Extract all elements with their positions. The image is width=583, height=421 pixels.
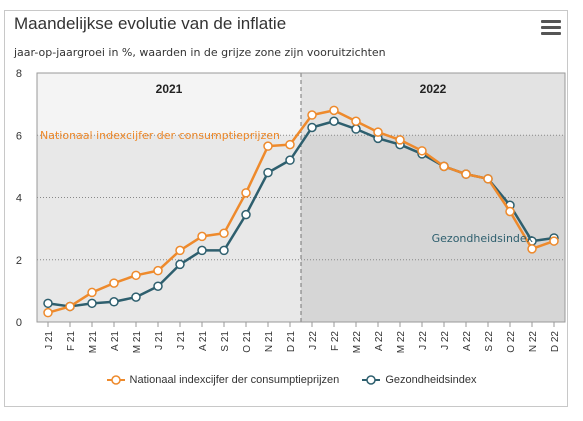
menu-bar [541, 32, 561, 35]
x-tick-label: S 22 [484, 331, 495, 352]
data-point-series-1 [43, 307, 53, 318]
data-point-series-1 [483, 174, 493, 184]
plot-border [36, 72, 566, 323]
x-tick-label: A 22 [374, 331, 385, 351]
data-point-series-1 [109, 278, 119, 288]
data-point-series-2 [307, 122, 317, 133]
data-point-series-2 [219, 245, 229, 256]
data-point-series-1 [263, 141, 273, 151]
period-label: 2022 [420, 82, 447, 96]
data-point-series-2 [351, 124, 361, 134]
x-tick-label: O 22 [506, 331, 517, 353]
x-tick-label: J 22 [308, 331, 319, 350]
data-point-series-1 [439, 161, 449, 172]
x-tick-label: D 22 [550, 331, 561, 353]
data-point-series-2 [263, 167, 273, 178]
data-point-series-1 [417, 146, 427, 156]
data-point-series-2 [87, 298, 97, 309]
data-point-series-1 [373, 127, 383, 137]
data-point-series-2 [241, 209, 251, 220]
y-tick-label: 2 [16, 255, 22, 267]
data-point-series-1 [197, 231, 207, 242]
legend-label-series-1: Nationaal indexcijfer der consumptieprij… [129, 374, 340, 386]
x-tick-label: M 21 [132, 331, 143, 354]
data-point-series-1 [461, 169, 471, 179]
data-point-series-1 [505, 206, 515, 217]
x-tick-label: A 21 [110, 331, 121, 351]
x-tick-label: J 22 [418, 331, 429, 350]
x-tick-label: A 21 [198, 331, 209, 351]
x-tick-label: J 21 [154, 331, 165, 350]
data-point-series-1 [131, 270, 141, 281]
x-tick-label: M 22 [396, 331, 407, 354]
legend-marker-series-2 [362, 375, 381, 385]
legend-item-series-2[interactable]: Gezondheidsindex [362, 374, 476, 386]
data-point-series-2 [285, 155, 295, 165]
data-point-series-1 [219, 228, 229, 239]
data-point-series-2 [43, 298, 53, 309]
data-point-series-2 [109, 297, 119, 307]
series-label-2: Gezondheidsindex [432, 232, 534, 245]
y-tick-label: 0 [16, 317, 22, 329]
plot-band-history [37, 135, 301, 322]
x-tick-label: J 21 [44, 331, 55, 350]
data-point-series-1 [175, 245, 185, 256]
legend-item-series-1[interactable]: Nationaal indexcijfer der consumptieprij… [106, 374, 340, 386]
x-tick-label: D 21 [286, 331, 297, 353]
data-point-series-1 [549, 236, 559, 246]
menu-bar [541, 20, 561, 23]
data-point-series-1 [307, 110, 317, 120]
x-tick-label: N 21 [264, 331, 275, 353]
hamburger-menu-icon[interactable] [541, 20, 561, 38]
menu-bar [541, 26, 561, 29]
data-point-series-2 [329, 116, 339, 126]
data-point-series-1 [241, 188, 251, 198]
legend-label-series-2: Gezondheidsindex [385, 374, 477, 386]
period-label: 2021 [156, 82, 183, 96]
data-point-series-1 [87, 287, 97, 298]
x-tick-label: M 22 [352, 331, 363, 354]
data-point-series-1 [527, 244, 537, 254]
x-tick-label: F 21 [66, 331, 77, 351]
x-tick-label: A 22 [462, 331, 473, 351]
data-point-series-1 [285, 139, 295, 150]
legend: Nationaal indexcijfer der consumptieprij… [0, 374, 583, 388]
y-tick-label: 6 [16, 130, 22, 142]
y-tick-label: 8 [16, 68, 22, 80]
x-tick-label: J 22 [440, 331, 451, 350]
x-tick-label: J 21 [176, 331, 187, 350]
data-point-series-2 [197, 245, 207, 256]
data-point-series-1 [153, 265, 163, 276]
chart-title: Maandelijkse evolutie van de inflatie [14, 14, 287, 33]
x-tick-label: S 21 [220, 331, 231, 352]
x-tick-label: O 21 [242, 331, 253, 353]
data-point-series-1 [351, 116, 361, 126]
x-tick-label: M 21 [88, 331, 99, 354]
x-tick-label: N 22 [528, 331, 539, 353]
y-tick-label: 4 [16, 193, 22, 205]
chart-subtitle: jaar-op-jaargroei in %, waarden in de gr… [14, 46, 386, 59]
data-point-series-1 [395, 135, 405, 145]
legend-marker-series-1 [106, 375, 125, 385]
x-tick-label: F 22 [330, 331, 341, 351]
data-point-series-1 [329, 105, 339, 116]
data-point-series-2 [175, 259, 185, 270]
series-label-1: Nationaal indexcijfer der consumptieprij… [40, 129, 280, 142]
data-point-series-1 [65, 301, 75, 312]
data-point-series-2 [153, 281, 163, 291]
data-point-series-2 [131, 292, 141, 302]
